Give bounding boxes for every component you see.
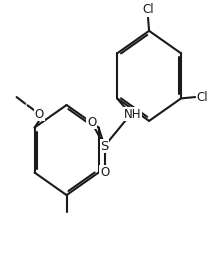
- Text: S: S: [100, 140, 109, 152]
- Text: Cl: Cl: [142, 3, 154, 16]
- Text: NH: NH: [124, 108, 141, 121]
- Text: Cl: Cl: [196, 91, 208, 103]
- Text: O: O: [35, 108, 44, 121]
- Text: O: O: [100, 166, 109, 179]
- Text: O: O: [87, 116, 96, 129]
